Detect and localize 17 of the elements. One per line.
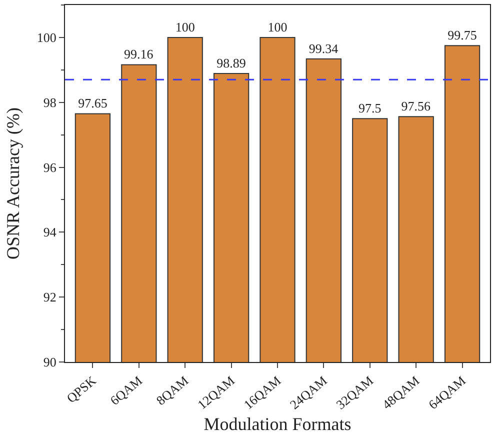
- y-axis-title: OSNR Accuracy (%): [3, 108, 23, 260]
- data-label: 97.5: [358, 100, 382, 116]
- data-label: 100: [268, 19, 288, 34]
- y-tick-label: 92: [43, 290, 56, 305]
- y-tick-label: 98: [43, 94, 56, 110]
- y-tick-label: 90: [43, 354, 56, 370]
- y-tick-label: 100: [36, 30, 56, 45]
- data-label: 98.89: [216, 55, 246, 70]
- data-label: 97.65: [78, 96, 108, 111]
- data-label: 99.16: [124, 46, 154, 62]
- data-label: 97.56: [401, 98, 431, 114]
- data-label: 100: [175, 19, 195, 34]
- y-tick-label: 94: [43, 224, 57, 240]
- data-label: 99.75: [448, 28, 477, 43]
- y-tick-label: 96: [43, 160, 57, 175]
- x-axis-title: Modulation Formats: [204, 414, 352, 434]
- data-label: 99.34: [308, 40, 339, 56]
